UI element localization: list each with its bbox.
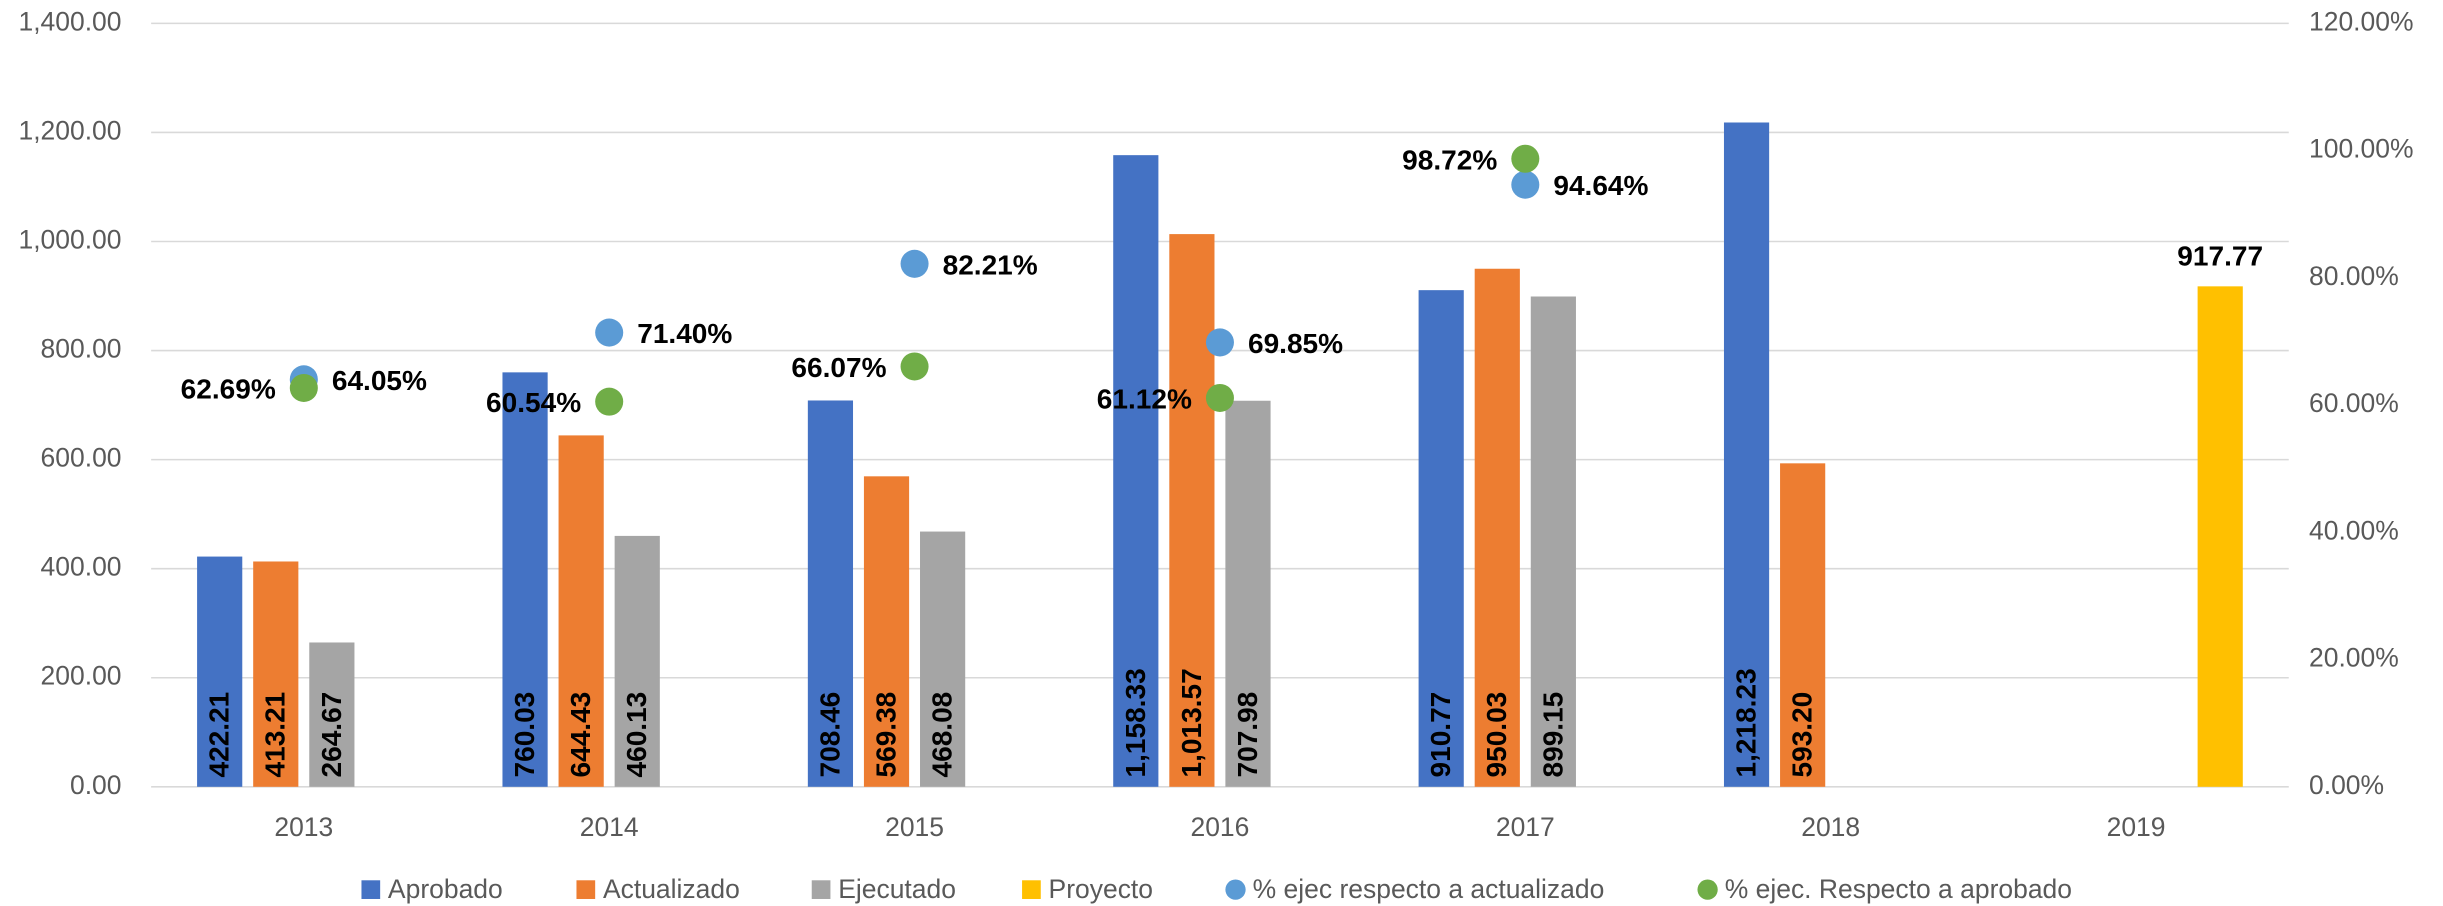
x-tick-label: 2013: [274, 812, 333, 842]
data-label: 910.77: [1425, 692, 1456, 778]
x-tick-label: 2014: [580, 812, 639, 842]
data-label: 460.13: [621, 692, 652, 778]
data-label: 82.21%: [943, 249, 1038, 280]
data-label: 1,013.57: [1176, 668, 1207, 777]
legend-label: Actualizado: [603, 874, 740, 904]
bar: [863, 476, 910, 787]
data-label: 71.40%: [637, 318, 732, 349]
legend-label: Proyecto: [1049, 874, 1153, 904]
data-label: 94.64%: [1553, 170, 1648, 201]
scatter-point: [1511, 170, 1540, 199]
legend-marker: [576, 880, 596, 899]
y-tick-label: 600.00: [41, 443, 122, 473]
data-label: 708.46: [814, 692, 845, 778]
bar: [1169, 234, 1215, 787]
legend-marker: [1022, 880, 1041, 899]
y-tick-label: 1,200.00: [18, 115, 121, 145]
y2-tick-label: 0.00%: [2309, 770, 2384, 800]
data-label: 98.72%: [1402, 144, 1497, 175]
bar: [309, 642, 355, 787]
scatter-point: [289, 373, 318, 402]
bar: [614, 535, 660, 787]
data-label: 593.20: [1787, 692, 1818, 778]
y2-tick-label: 60.00%: [2309, 388, 2399, 418]
data-label: 644.43: [565, 692, 596, 778]
y2-tick-label: 100.00%: [2309, 134, 2414, 164]
scatter-point: [900, 249, 929, 278]
bar: [1418, 290, 1464, 787]
x-tick-label: 2017: [1496, 812, 1555, 842]
bar: [1474, 268, 1520, 787]
data-label: 707.98: [1232, 692, 1263, 778]
data-label: 64.05%: [332, 365, 427, 396]
data-label: 760.03: [509, 692, 540, 778]
bar: [1780, 463, 1826, 787]
legend-marker: [1697, 879, 1718, 900]
data-label: 950.03: [1481, 692, 1512, 778]
data-label: 69.85%: [1248, 328, 1343, 359]
legend-label: % ejec. Respecto a aprobado: [1725, 874, 2072, 904]
scatter-point: [1205, 328, 1234, 357]
x-tick-label: 2015: [885, 812, 944, 842]
y2-tick-label: 20.00%: [2309, 643, 2399, 673]
y-tick-label: 400.00: [41, 552, 122, 582]
scatter-point: [900, 352, 929, 381]
bar: [1113, 155, 1159, 787]
data-label: 917.77: [2177, 241, 2263, 272]
data-label: 413.21: [260, 692, 291, 778]
bar: [2197, 286, 2243, 787]
data-label: 66.07%: [791, 352, 886, 383]
data-label: 899.15: [1537, 692, 1568, 778]
bar: [558, 435, 604, 787]
data-label: 60.54%: [486, 387, 581, 418]
y-tick-label: 1,000.00: [18, 224, 121, 254]
data-label: 468.08: [927, 692, 958, 778]
data-label: 1,218.23: [1731, 668, 1762, 777]
y-tick-label: 1,400.00: [18, 6, 121, 36]
legend-marker: [1225, 879, 1246, 900]
y2-tick-label: 120.00%: [2309, 6, 2414, 36]
y2-tick-label: 80.00%: [2309, 261, 2399, 291]
x-tick-label: 2016: [1190, 812, 1249, 842]
y2-tick-label: 40.00%: [2309, 515, 2399, 545]
bar: [807, 400, 854, 787]
y-tick-label: 800.00: [41, 334, 122, 364]
bar: [920, 531, 966, 787]
bar: [197, 556, 243, 787]
data-label: 62.69%: [181, 373, 276, 404]
legend-label: Ejecutado: [838, 874, 956, 904]
y-tick-label: 0.00: [70, 770, 122, 800]
x-tick-label: 2018: [1801, 812, 1860, 842]
legend-label: Aprobado: [388, 874, 503, 904]
data-label: 569.38: [870, 692, 901, 778]
x-tick-label: 2019: [2107, 812, 2166, 842]
bar: [1225, 400, 1271, 787]
legend-label: % ejec respecto a actualizado: [1253, 874, 1605, 904]
scatter-point: [595, 387, 624, 416]
bar: [502, 372, 548, 787]
data-label: 61.12%: [1097, 383, 1192, 414]
data-label: 264.67: [316, 692, 347, 778]
scatter-point: [595, 318, 624, 347]
data-label: 422.21: [204, 692, 235, 778]
bar: [1530, 296, 1576, 787]
bar: [1723, 122, 1770, 787]
scatter-point: [1205, 383, 1234, 412]
bar: [253, 561, 299, 787]
y-tick-label: 200.00: [41, 661, 122, 691]
legend-marker: [361, 880, 381, 899]
legend-marker: [811, 880, 831, 899]
data-label: 1,158.33: [1120, 668, 1151, 777]
scatter-point: [1511, 144, 1540, 173]
